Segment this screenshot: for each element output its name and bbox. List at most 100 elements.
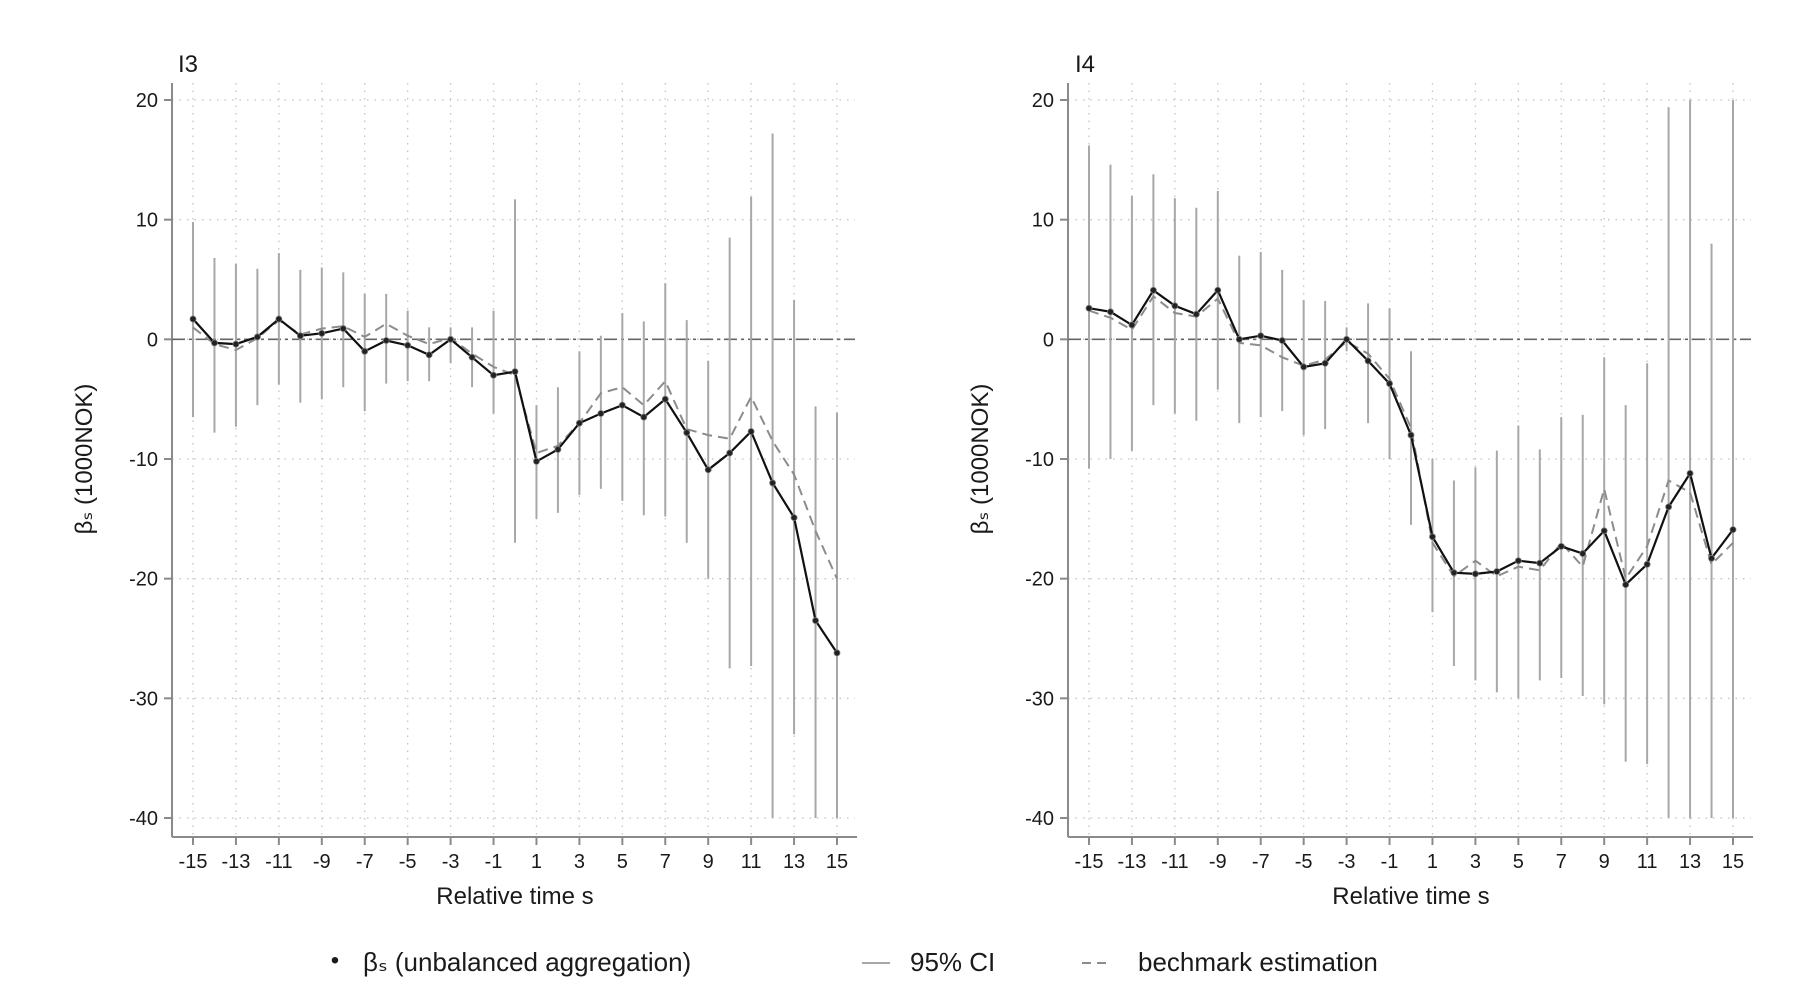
legend-label-benchmark: bechmark estimation xyxy=(1138,947,1378,977)
x-tick-label: 15 xyxy=(826,851,848,873)
y-tick-label: -10 xyxy=(1025,449,1054,471)
y-tick-label: -40 xyxy=(1025,808,1054,830)
estimate-point xyxy=(1300,363,1308,371)
panel-title: I4 xyxy=(1075,51,1095,78)
x-tick-label: -1 xyxy=(485,851,503,873)
estimate-point xyxy=(1600,527,1608,535)
estimate-point xyxy=(1536,559,1544,567)
estimate-point xyxy=(447,335,455,343)
x-tick-label: 9 xyxy=(1599,851,1610,873)
estimate-point xyxy=(211,339,218,347)
estimate-point xyxy=(1729,526,1737,534)
y-tick-label: -10 xyxy=(129,449,158,471)
y-tick-label: 10 xyxy=(1032,210,1054,232)
estimate-point xyxy=(468,353,476,361)
estimate-point xyxy=(1364,357,1372,365)
legend: • βₛ (unbalanced aggregation) 95% CI bec… xyxy=(331,947,1378,977)
x-tick-label: -15 xyxy=(179,851,208,873)
x-tick-label: -11 xyxy=(1161,851,1188,873)
legend-marker-point: • xyxy=(331,947,339,974)
estimate-point xyxy=(511,368,519,376)
estimate-point xyxy=(1343,335,1350,343)
estimate-point xyxy=(554,446,562,453)
estimate-point xyxy=(726,449,734,457)
x-tick-label: 15 xyxy=(1722,851,1744,873)
estimate-point xyxy=(790,514,798,522)
estimate-point xyxy=(490,371,497,379)
estimate-point xyxy=(769,479,776,487)
estimate-point xyxy=(833,649,841,657)
x-tick-label: 5 xyxy=(617,851,628,873)
y-tick-label: -30 xyxy=(1025,688,1054,710)
y-tick-label: -20 xyxy=(129,569,158,591)
x-axis-title: Relative time s xyxy=(1332,883,1489,910)
estimate-point xyxy=(1686,469,1694,477)
estimate-point xyxy=(1493,568,1501,575)
estimate-point xyxy=(361,347,369,355)
x-tick-label: -3 xyxy=(1338,851,1356,873)
legend-label-ci: 95% CI xyxy=(910,947,995,977)
estimate-point xyxy=(1407,431,1415,439)
estimate-point xyxy=(404,341,412,349)
estimate-point xyxy=(1708,554,1715,562)
estimate-point xyxy=(747,428,755,435)
estimate-point xyxy=(1150,286,1157,294)
x-tick-label: -5 xyxy=(1295,851,1313,873)
x-tick-label: 3 xyxy=(1470,851,1481,873)
y-tick-label: 0 xyxy=(147,329,158,351)
x-tick-label: -7 xyxy=(356,851,374,873)
estimate-point xyxy=(1665,503,1672,511)
x-tick-label: -5 xyxy=(399,851,417,873)
estimate-point xyxy=(704,466,712,474)
y-tick-label: 10 xyxy=(136,210,158,232)
x-tick-label: -13 xyxy=(1117,851,1146,873)
estimate-point xyxy=(1643,560,1651,568)
x-tick-label: 9 xyxy=(703,851,714,873)
estimate-point xyxy=(1085,304,1093,312)
estimate-point xyxy=(661,395,669,403)
estimate-point xyxy=(1514,557,1522,565)
estimate-point xyxy=(1579,550,1587,557)
estimate-point xyxy=(232,340,240,348)
estimate-point xyxy=(1278,337,1286,344)
estimate-point xyxy=(296,332,304,340)
x-tick-label: 1 xyxy=(1427,851,1438,873)
y-tick-label: -20 xyxy=(1025,569,1054,591)
estimate-point xyxy=(618,401,626,409)
estimate-point xyxy=(1214,286,1222,294)
y-tick-label: 20 xyxy=(136,90,158,112)
estimate-point xyxy=(382,337,390,344)
estimate-point xyxy=(1171,302,1179,310)
x-tick-label: -9 xyxy=(313,851,331,873)
x-tick-label: 1 xyxy=(531,851,542,873)
estimate-point xyxy=(1235,335,1243,343)
x-axis-title: Relative time s xyxy=(436,883,593,910)
estimate-point xyxy=(1472,570,1479,578)
x-tick-label: 5 xyxy=(1513,851,1524,873)
x-tick-label: -11 xyxy=(265,851,292,873)
estimate-point xyxy=(812,617,819,624)
x-tick-label: 11 xyxy=(741,851,762,873)
estimate-point xyxy=(1557,542,1565,550)
estimate-point xyxy=(597,410,605,417)
estimate-point xyxy=(1450,569,1458,577)
x-tick-label: 13 xyxy=(783,851,805,873)
estimate-point xyxy=(275,315,283,323)
y-tick-label: -40 xyxy=(129,808,158,830)
estimate-point xyxy=(1128,321,1136,329)
estimate-point xyxy=(189,315,197,323)
panel-title: I3 xyxy=(178,51,198,78)
x-tick-label: -9 xyxy=(1209,851,1227,873)
estimate-point xyxy=(1257,332,1265,340)
estimate-point xyxy=(1429,533,1436,541)
estimate-point xyxy=(640,413,648,421)
y-axis-title: βₛ (1000NOK) xyxy=(71,384,98,535)
estimate-point xyxy=(533,457,540,465)
x-tick-label: 7 xyxy=(1556,851,1567,873)
estimate-point xyxy=(425,351,433,359)
estimate-point xyxy=(253,333,261,341)
estimate-point xyxy=(1192,310,1200,318)
estimate-point xyxy=(318,329,326,337)
